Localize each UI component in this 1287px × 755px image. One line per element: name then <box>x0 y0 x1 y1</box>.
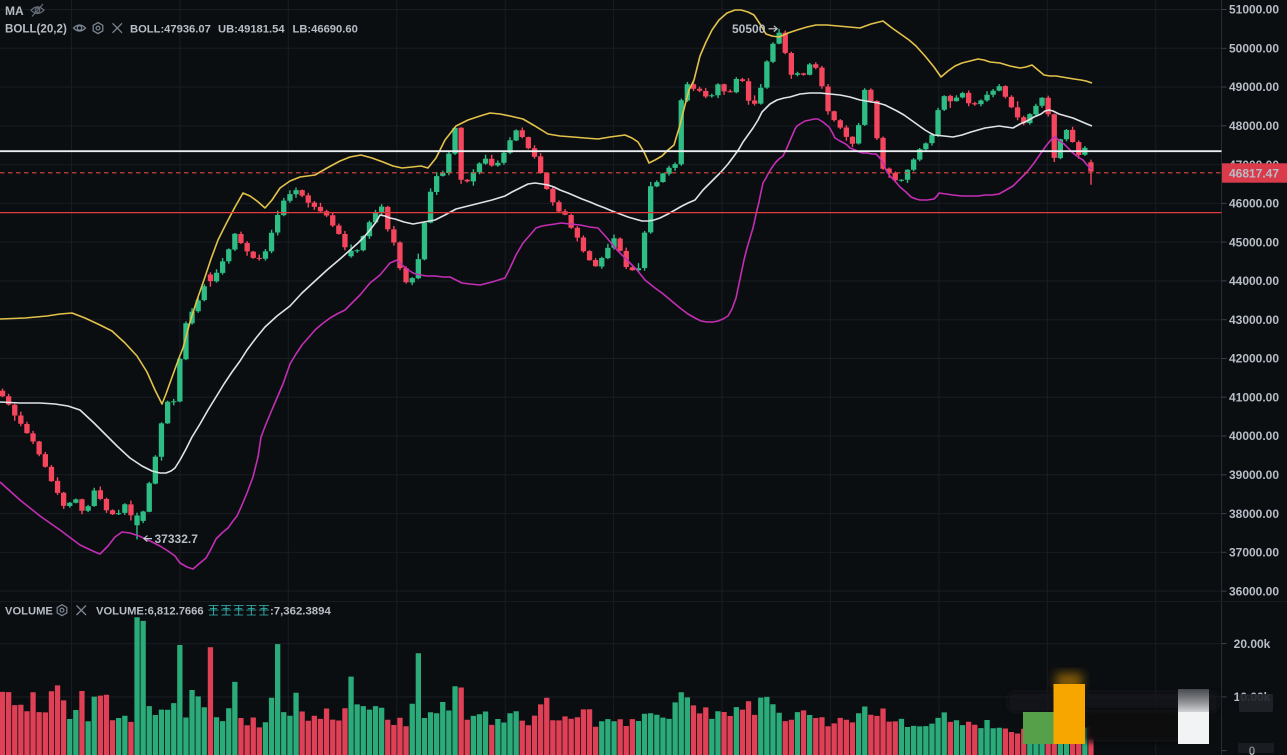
svg-text:46000.00: 46000.00 <box>1229 197 1279 211</box>
svg-text:0: 0 <box>1249 744 1256 755</box>
svg-text:46817.47: 46817.47 <box>1229 166 1279 180</box>
svg-text:48000.00: 48000.00 <box>1229 119 1279 133</box>
svg-text:BOLL:47936.07: BOLL:47936.07 <box>130 24 211 36</box>
svg-text:50500: 50500 <box>732 22 766 36</box>
svg-text:36000.00: 36000.00 <box>1229 584 1279 598</box>
svg-text::7,362.3894: :7,362.3894 <box>270 606 331 618</box>
svg-text:49000.00: 49000.00 <box>1229 80 1279 94</box>
svg-text:50000.00: 50000.00 <box>1229 42 1279 56</box>
svg-text:VOLUME: VOLUME <box>5 606 53 618</box>
svg-text:LB:46690.60: LB:46690.60 <box>293 24 358 36</box>
svg-text:41000.00: 41000.00 <box>1229 390 1279 404</box>
svg-text:38000.00: 38000.00 <box>1229 507 1279 521</box>
svg-text:42000.00: 42000.00 <box>1229 352 1279 366</box>
svg-text:40000.00: 40000.00 <box>1229 429 1279 443</box>
svg-text:VOLUME:6,812.7666: VOLUME:6,812.7666 <box>96 606 204 618</box>
svg-text:37000.00: 37000.00 <box>1229 546 1279 560</box>
svg-text:51000.00: 51000.00 <box>1229 3 1279 17</box>
svg-text:45000.00: 45000.00 <box>1229 235 1279 249</box>
svg-text:37332.7: 37332.7 <box>155 532 199 546</box>
svg-text:39000.00: 39000.00 <box>1229 468 1279 482</box>
svg-text:43000.00: 43000.00 <box>1229 313 1279 327</box>
svg-text:UB:49181.54: UB:49181.54 <box>218 24 285 36</box>
svg-text:BOLL(20,2): BOLL(20,2) <box>5 23 67 36</box>
svg-text:20.00k: 20.00k <box>1234 637 1271 651</box>
svg-text:44000.00: 44000.00 <box>1229 274 1279 288</box>
svg-text:MA: MA <box>5 4 24 18</box>
